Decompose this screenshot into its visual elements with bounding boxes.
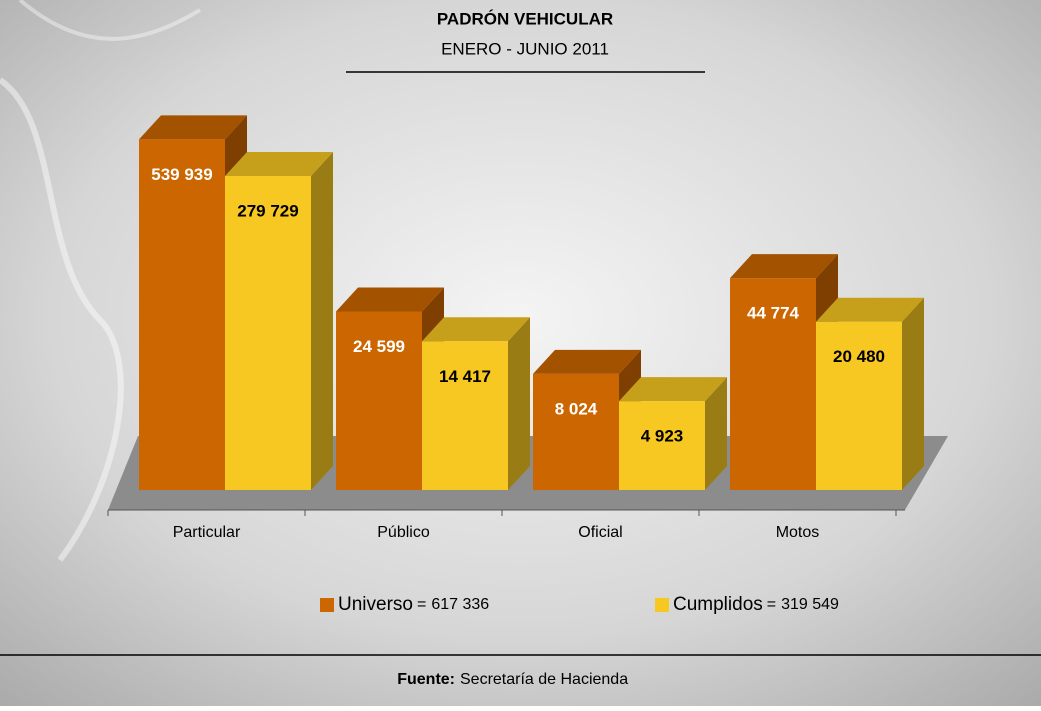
legend-separator: = <box>417 596 426 613</box>
decoration <box>18 0 202 41</box>
bar-side <box>705 377 727 490</box>
bar <box>336 311 422 490</box>
bar-side <box>902 297 924 490</box>
legend-entry: Cumplidos = 319 549 <box>673 594 839 615</box>
value-label: 539 939 <box>151 165 212 184</box>
source: Secretaría de Hacienda <box>460 671 628 688</box>
bar <box>139 139 225 490</box>
bar-side <box>508 317 530 490</box>
bar-top <box>816 297 924 322</box>
value-label: 279 729 <box>237 201 298 220</box>
bar-top <box>533 349 641 374</box>
legend-separator: = <box>767 596 776 613</box>
bar-top <box>336 287 444 312</box>
bar <box>816 321 902 490</box>
value-label: 8 024 <box>555 399 598 418</box>
legend-entry: Universo = 617 336 <box>338 594 489 615</box>
bar-top <box>730 254 838 279</box>
legend-total: 617 336 <box>431 596 489 613</box>
value-label: 20 480 <box>833 347 885 366</box>
x-tick-label: Público <box>377 524 430 541</box>
bar <box>533 373 619 490</box>
bar <box>619 401 705 490</box>
bar-side <box>311 152 333 490</box>
bar <box>730 278 816 490</box>
value-label: 4 923 <box>641 427 684 446</box>
chart-title: PADRÓN VEHICULAR <box>437 9 613 28</box>
legend-swatch <box>655 598 669 612</box>
x-tick-label: Motos <box>776 524 820 541</box>
bar <box>225 176 311 490</box>
legend-name: Cumplidos <box>673 594 763 615</box>
legend-name: Universo <box>338 594 413 615</box>
legend-total: 319 549 <box>781 596 839 613</box>
decoration <box>0 77 124 562</box>
bar-top <box>422 317 530 342</box>
x-tick-label: Oficial <box>578 524 622 541</box>
source-label: Fuente: <box>397 671 455 688</box>
value-label: 44 774 <box>747 304 800 323</box>
chart-subtitle: ENERO - JUNIO 2011 <box>441 39 609 58</box>
x-tick-label: Particular <box>173 524 241 541</box>
bar-top <box>139 115 247 140</box>
bar <box>422 341 508 490</box>
value-label: 14 417 <box>439 367 491 386</box>
legend-swatch <box>320 598 334 612</box>
bar-top <box>619 377 727 402</box>
value-label: 24 599 <box>353 337 405 356</box>
bar-top <box>225 152 333 177</box>
